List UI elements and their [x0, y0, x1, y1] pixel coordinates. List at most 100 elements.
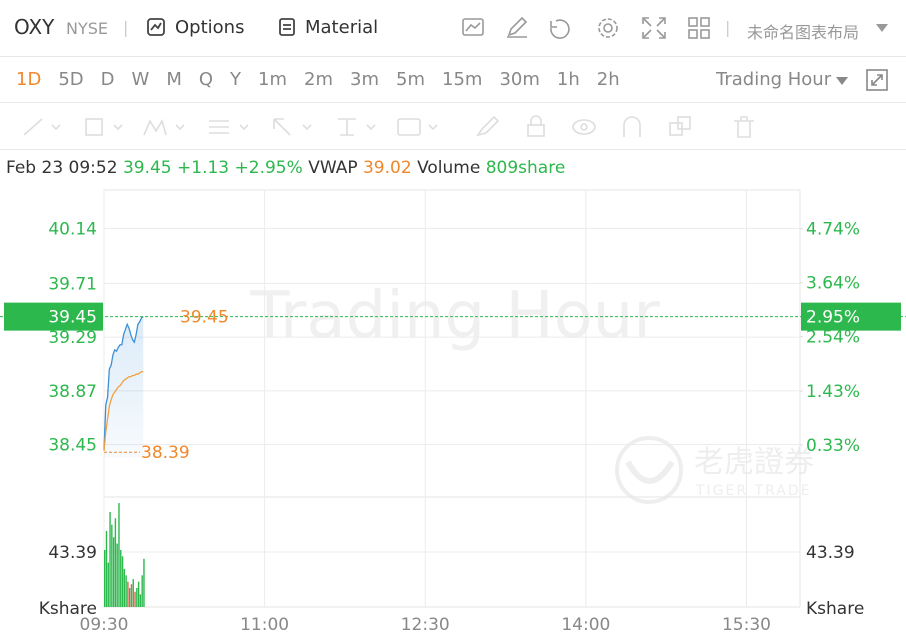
period-button[interactable]: 5D — [58, 69, 84, 90]
tool[interactable] — [209, 120, 229, 134]
period-button[interactable]: M — [166, 69, 182, 90]
symbol[interactable]: OXY — [14, 15, 55, 39]
options-icon — [147, 18, 165, 36]
options-button[interactable]: Options — [175, 17, 245, 38]
volume-bar — [141, 575, 143, 607]
volume-tick-label: 43.39 — [806, 543, 855, 563]
quote-change: +1.13 — [177, 158, 230, 178]
quote-change-pct: +2.95% — [234, 158, 303, 178]
volume-bar — [114, 518, 117, 607]
volume-bar — [136, 587, 138, 607]
period-button[interactable]: 30m — [499, 69, 540, 90]
y2-tick-label: 4.74% — [806, 220, 860, 240]
fullscreen-icon[interactable] — [865, 68, 889, 92]
period-button[interactable]: W — [131, 69, 150, 90]
period-button[interactable]: D — [100, 69, 115, 90]
vwap-value: 39.02 — [362, 158, 412, 178]
icon[interactable] — [550, 19, 570, 39]
period-button[interactable]: 2m — [304, 69, 334, 90]
x-tick-label: 14:00 — [561, 615, 610, 635]
volume-bar — [120, 549, 122, 607]
drawing-toolbar — [0, 103, 906, 150]
x-tick-label: 11:00 — [240, 615, 289, 635]
tool[interactable] — [338, 118, 356, 136]
watermark: Trading Hour — [249, 279, 660, 353]
volume-bar — [134, 591, 136, 607]
drawing-tools — [23, 115, 754, 138]
tool[interactable] — [143, 119, 167, 136]
tool[interactable] — [572, 119, 596, 135]
period-button[interactable]: 15m — [442, 69, 483, 90]
icon[interactable] — [642, 17, 666, 39]
header-icons — [462, 16, 710, 39]
icon[interactable] — [688, 17, 698, 27]
tool[interactable] — [85, 118, 103, 136]
tool[interactable] — [734, 116, 754, 138]
material-button[interactable]: Material — [305, 17, 379, 38]
tool[interactable] — [397, 118, 421, 136]
volume-tick-label: 43.39 — [48, 543, 97, 563]
period-button[interactable]: 1h — [556, 69, 580, 90]
dropdown-arrow[interactable] — [836, 77, 848, 85]
watermark-brand: 老虎證券 — [694, 445, 814, 480]
session-select[interactable]: Trading Hour — [716, 69, 832, 90]
volume-bar — [123, 568, 126, 607]
volume-bar — [111, 524, 113, 607]
change-badge — [801, 302, 901, 331]
volume-bar — [105, 530, 108, 607]
volume-bar — [132, 579, 134, 607]
volume-unit: Kshare — [806, 599, 864, 619]
watermark-logo: 老虎證券 TIGER TRADE — [615, 436, 814, 504]
header: OXY NYSE | Options Material | 未命名图表布局 — [0, 0, 906, 57]
volume-bar — [118, 503, 120, 607]
layout-name[interactable]: 未命名图表布局 — [747, 23, 860, 42]
volume-value: 809share — [485, 158, 566, 178]
y-tick-label: 39.71 — [48, 274, 97, 294]
y2-tick-label: 0.33% — [806, 436, 860, 456]
volume-label: Volume — [417, 158, 481, 178]
y-tick-label: 39.29 — [48, 328, 97, 348]
material-icon — [279, 18, 295, 36]
last-price-label: 39.45 — [180, 308, 229, 328]
separator: | — [123, 18, 129, 37]
y2-tick-label: 1.43% — [806, 382, 860, 402]
period-button[interactable]: 2h — [596, 69, 620, 90]
quote-time: Feb 23 09:52 — [6, 158, 118, 178]
series-line — [103, 370, 144, 452]
change-badge-label: 2.95% — [806, 308, 860, 328]
period-bar: 1D 5D D W M Q Y 1m 2m 3m 5m 15m 30m 1h 2h Trading Hour — [0, 57, 906, 103]
x-tick-label: 15:30 — [722, 615, 771, 635]
dropdown-arrow[interactable] — [876, 24, 888, 32]
icon[interactable] — [603, 23, 613, 33]
quote-info: Feb 23 09:52 39.45 +1.13 +2.95% VWAP 39.… — [6, 158, 565, 178]
separator: | — [725, 18, 731, 37]
tool[interactable] — [527, 124, 545, 137]
icon[interactable] — [462, 18, 484, 36]
x-tick-label: 12:30 — [401, 615, 450, 635]
tool[interactable] — [623, 116, 641, 137]
icon[interactable] — [507, 16, 528, 38]
period-button[interactable]: 3m — [350, 69, 380, 90]
y-tick-label: 38.87 — [48, 382, 97, 402]
tool[interactable] — [23, 118, 43, 136]
exchange: NYSE — [66, 19, 109, 38]
period-button[interactable]: 5m — [396, 69, 426, 90]
y-tick-label: 40.14 — [48, 219, 97, 239]
period-button[interactable]: 1D — [16, 69, 42, 90]
volume-bar — [128, 587, 131, 607]
volume-bar — [125, 575, 127, 607]
period-button[interactable]: Q — [198, 69, 214, 90]
tool[interactable] — [476, 115, 500, 137]
tool[interactable] — [273, 118, 291, 136]
watermark-brand-en: TIGER TRADE — [695, 483, 811, 499]
plot-frame — [103, 189, 801, 608]
low-label: 38.39 — [141, 443, 190, 463]
period-button[interactable]: 1m — [258, 69, 288, 90]
volume-bar — [143, 558, 145, 607]
volume-bar — [139, 594, 142, 607]
period-button[interactable]: Y — [230, 69, 242, 90]
volume-bar — [127, 581, 129, 607]
x-tick-label: 09:30 — [80, 615, 129, 635]
